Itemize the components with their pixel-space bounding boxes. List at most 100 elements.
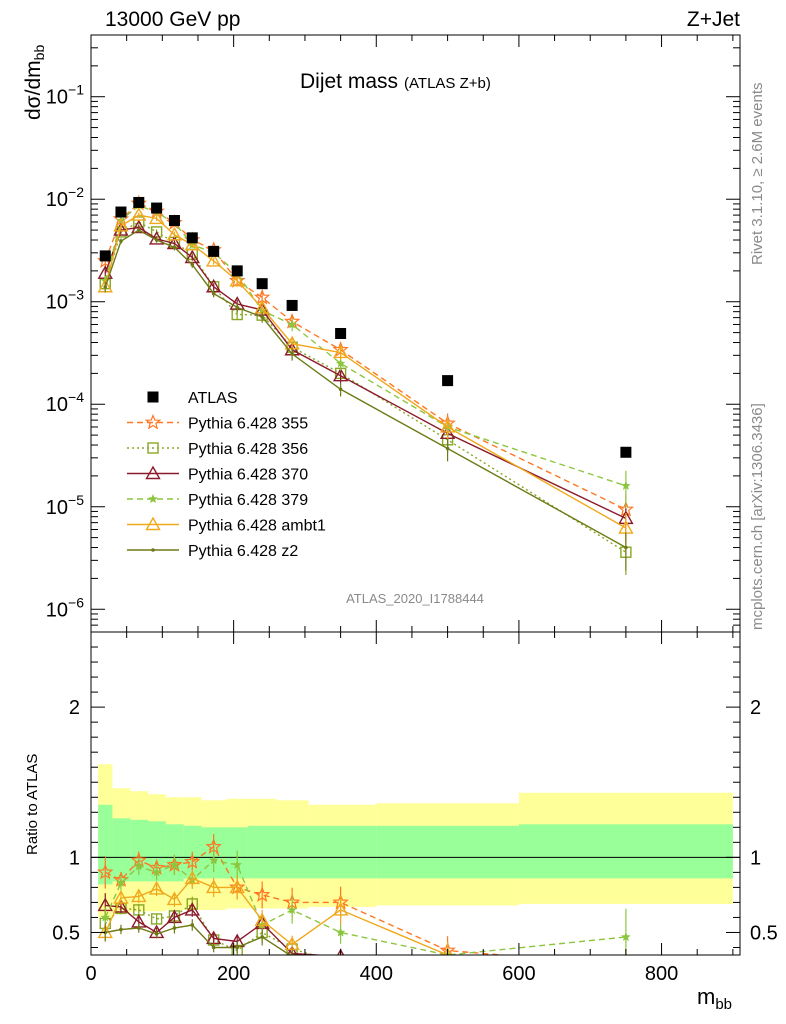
ratio-point-pambt1 xyxy=(131,888,147,903)
data-point-pambt1 xyxy=(166,226,183,241)
data-point-p379 xyxy=(335,358,346,368)
data-point-ATLAS xyxy=(208,245,220,257)
data-point-pambt1 xyxy=(113,217,129,232)
ratio-series-pz2 xyxy=(103,919,628,992)
ratio-point-p370 xyxy=(286,945,298,955)
data-point-pambt1 xyxy=(205,253,222,267)
ratio-point-p379 xyxy=(116,877,126,887)
legend-entry-p355: Pythia 6.428 355 xyxy=(127,413,308,433)
x-tick-label: 600 xyxy=(502,963,535,985)
data-point-pz2 xyxy=(103,284,108,289)
plot-title: Dijet mass (ATLAS Z+b) xyxy=(300,70,491,93)
ratio-point-p355 xyxy=(253,886,271,902)
ratio-y-tick-label: 2 xyxy=(69,697,80,719)
ratio-point-pz2 xyxy=(119,927,123,932)
ratio-point-pz2 xyxy=(235,945,240,950)
rivet-label: Rivet 3.1.10, ≥ 2.6M events xyxy=(749,83,766,266)
ratio-point-pz2 xyxy=(172,926,177,930)
data-point-ATLAS xyxy=(286,299,298,311)
ratio-point-pambt1 xyxy=(254,912,270,927)
data-point-ATLAS xyxy=(442,375,454,387)
stat-band-bin xyxy=(98,804,113,885)
legend-marker xyxy=(151,548,155,552)
data-point-pz2 xyxy=(154,238,159,242)
stat-band-bin xyxy=(148,821,166,882)
data-point-pz2 xyxy=(445,446,450,451)
data-point-pambt1 xyxy=(131,207,147,221)
ratio-frame xyxy=(90,631,741,956)
ratio-y-axis-label: Ratio to ATLAS xyxy=(24,754,41,855)
ratio-point-p379 xyxy=(232,859,242,869)
ratio-series-p379 xyxy=(100,848,631,955)
y-tick-label: 10−1 xyxy=(46,82,84,109)
ratio-point-p379 xyxy=(208,855,219,865)
legend-label: Pythia 6.428 370 xyxy=(188,467,308,484)
ratio-point-p379 xyxy=(169,859,180,869)
ratio-point-pambt1 xyxy=(229,879,245,894)
stat-band-bin xyxy=(518,824,733,879)
legend-marker xyxy=(147,442,159,454)
ratio-point-p379 xyxy=(134,861,144,871)
legend: ATLAS Pythia 6.428 355 Pythia 6.428 356 Pyt… xyxy=(127,390,326,560)
y-tick-label: 10−4 xyxy=(46,389,84,416)
series-ATLAS xyxy=(99,196,632,458)
legend-label: Pythia 6.428 355 xyxy=(188,416,308,433)
y-tick-label: 10−5 xyxy=(46,492,84,519)
ratio-point-p355 xyxy=(97,863,114,880)
data-point-pz2 xyxy=(136,228,141,232)
stat-band-bin xyxy=(247,825,277,879)
ratio-point-p356 xyxy=(443,961,453,971)
ratio-point-p370 xyxy=(619,967,632,979)
ratio-y-tick-label-right: 2 xyxy=(750,697,761,719)
ratio-point-pz2 xyxy=(154,932,159,936)
stat-band-bin xyxy=(308,825,377,879)
ratio-point-p355 xyxy=(619,959,632,972)
legend-label: Pythia 6.428 356 xyxy=(188,441,308,458)
ratio-point-pz2 xyxy=(624,988,628,992)
ratio-point-p379 xyxy=(151,867,162,877)
data-point-pz2 xyxy=(119,239,123,243)
data-point-ATLAS xyxy=(99,250,111,262)
ratio-point-pz2 xyxy=(211,945,216,950)
legend-marker xyxy=(144,413,162,430)
legend-label: Pythia 6.428 ambt1 xyxy=(188,518,326,535)
legend-label: ATLAS xyxy=(188,390,238,407)
data-point-pz2 xyxy=(624,545,628,550)
data-point-pambt1 xyxy=(148,210,165,225)
data-point-p379 xyxy=(287,319,297,329)
ratio-point-p356 xyxy=(621,986,631,996)
analysis-label: ATLAS_2020_I1788444 xyxy=(346,591,484,606)
stat-band-bin xyxy=(276,825,309,879)
series-p356 xyxy=(99,216,632,575)
ratio-point-pambt1 xyxy=(619,974,632,986)
ratio-point-pambt1 xyxy=(184,870,200,885)
x-tick-label: 800 xyxy=(645,963,678,985)
series-p370 xyxy=(97,219,634,542)
series-line-p370 xyxy=(104,226,627,520)
legend-marker xyxy=(148,494,158,503)
data-point-pz2 xyxy=(211,291,216,296)
legend-entry-p370: Pythia 6.428 370 xyxy=(127,465,308,484)
x-tick-label: 400 xyxy=(360,963,393,985)
legend-label: Pythia 6.428 379 xyxy=(188,492,308,509)
data-point-pambt1 xyxy=(439,419,456,433)
ratio-panel xyxy=(91,764,740,918)
ratio-y-tick-label-right: 1 xyxy=(750,847,761,869)
data-point-ATLAS xyxy=(620,446,632,458)
data-point-ATLAS xyxy=(231,265,243,277)
ratio-point-pz2 xyxy=(190,923,195,927)
data-point-pz2 xyxy=(260,315,264,319)
ratio-point-pz2 xyxy=(446,973,450,977)
ratio-y-tick-label: 1 xyxy=(69,847,80,869)
legend-entry-pambt1: Pythia 6.428 ambt1 xyxy=(127,516,326,535)
data-point-ATLAS xyxy=(256,278,268,290)
ratio-point-p379 xyxy=(335,927,346,937)
ratio-point-pambt1 xyxy=(166,891,183,906)
ratio-point-p355 xyxy=(184,853,201,869)
header-left: 13000 GeV pp xyxy=(105,8,240,31)
x-tick-label: 200 xyxy=(217,963,250,985)
data-point-ATLAS xyxy=(186,232,198,244)
ratio-point-p379 xyxy=(287,904,297,914)
series-line-p355 xyxy=(104,202,627,511)
